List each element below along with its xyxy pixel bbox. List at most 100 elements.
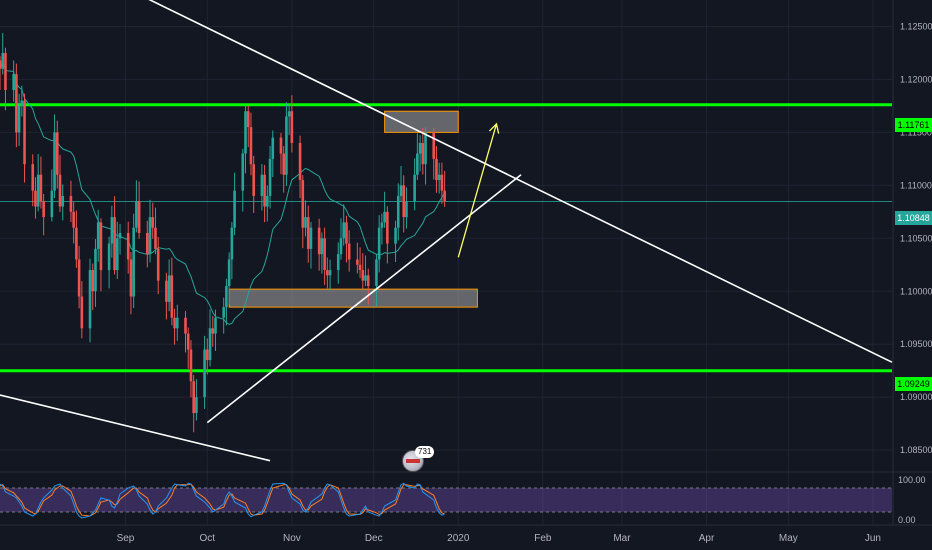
candle-body [146, 233, 149, 255]
candle-body [290, 111, 294, 143]
candle-body [347, 243, 351, 260]
trendline [0, 394, 271, 462]
price-zone [228, 288, 478, 308]
candle-body [405, 201, 408, 218]
price-tick-label: 1.08500 [900, 445, 932, 455]
candle-body [266, 195, 269, 207]
candle-body [4, 52, 7, 91]
time-tick-label: Sep [117, 533, 135, 544]
price-tick-label: 1.11500 [900, 127, 932, 137]
candle-body [222, 307, 225, 318]
candle-body [156, 248, 160, 281]
price-tick-label: 1.12500 [900, 21, 932, 31]
candle-body [285, 116, 288, 175]
candle-body [249, 127, 253, 165]
candle-body [320, 238, 324, 255]
candle-body [361, 270, 365, 281]
candle-body [55, 132, 59, 175]
candle-body [263, 174, 266, 207]
candle-body [110, 217, 114, 244]
support-price-tag: 1.09249 [895, 377, 932, 391]
candle-body [99, 222, 103, 271]
time-tick-label: Oct [200, 533, 216, 544]
candle-body [227, 259, 231, 286]
candle-body [339, 238, 343, 255]
candle-body [115, 238, 119, 271]
candle-body [94, 248, 97, 292]
candle-body [298, 142, 302, 181]
candle-body [225, 285, 228, 308]
price-tick-label: 1.10500 [900, 233, 932, 243]
candle-body [214, 317, 217, 334]
candle-body [424, 132, 427, 165]
price-tick-label: 1.09500 [900, 339, 932, 349]
candle-body [364, 275, 367, 281]
candle-body [154, 227, 157, 249]
price-tick-label: 1.10000 [900, 286, 932, 296]
candle-body [394, 227, 397, 244]
candle-body [69, 195, 73, 212]
candle-body [137, 201, 141, 233]
candle-body [309, 227, 313, 249]
candle-body [358, 264, 362, 271]
stochastic-band [0, 488, 892, 512]
stochastic-tick-label: 0.00 [898, 515, 916, 525]
candle-body [233, 190, 236, 228]
candle-body [356, 259, 359, 265]
price-tick-label: 1.12000 [900, 74, 932, 84]
candle-body [206, 349, 209, 361]
candle-body [72, 211, 75, 228]
candle-body [96, 222, 100, 249]
candle-body [135, 201, 138, 228]
time-tick-label: Feb [534, 533, 552, 544]
candle-body [396, 195, 400, 228]
resistance-price-tag: 1.11761 [895, 118, 932, 132]
candle-body [282, 153, 285, 175]
candle-body [345, 222, 348, 244]
last-price-tag: 1.10848 [895, 211, 932, 225]
projection-arrow-shaft [457, 123, 498, 258]
candle-body [77, 259, 81, 297]
candle-body [366, 275, 370, 286]
time-tick-label: Nov [283, 533, 301, 544]
price-zone [384, 110, 459, 133]
candle-body [241, 153, 245, 191]
candle-body [399, 185, 403, 196]
candle-body [129, 259, 133, 297]
stochastic-panel [0, 482, 892, 519]
trendline [148, 0, 893, 363]
candle-body [326, 270, 329, 276]
candle-body [328, 270, 332, 276]
candle-body [36, 174, 40, 207]
candle-body [418, 142, 422, 154]
candle-body [50, 190, 54, 218]
candle-body [402, 185, 406, 218]
candle-body [380, 222, 384, 228]
event-count: 731 [415, 446, 435, 458]
candle-body [42, 201, 45, 218]
candle-body [252, 164, 255, 196]
time-tick-label: Mar [613, 533, 631, 544]
candle-body [230, 227, 234, 260]
candle-body [377, 227, 381, 260]
candle-body [437, 174, 441, 181]
candle-body [88, 270, 92, 329]
candle-body [386, 211, 389, 244]
stochastic-tick-label: 100.00 [898, 475, 926, 485]
candle-body [39, 174, 43, 202]
economic-event-badge[interactable]: 731 [402, 446, 435, 472]
candle-body [53, 132, 56, 191]
candle-body [435, 158, 438, 181]
candle-body [31, 164, 35, 191]
moving-average-line [0, 59, 446, 325]
candle-body [148, 217, 152, 255]
time-tick-label: May [779, 533, 798, 544]
stochastic-k-line [0, 482, 445, 519]
candle-body [58, 174, 62, 207]
candle-body [23, 100, 26, 165]
candle-body [0, 60, 2, 69]
candle-body [176, 317, 179, 329]
trendline [206, 174, 522, 424]
